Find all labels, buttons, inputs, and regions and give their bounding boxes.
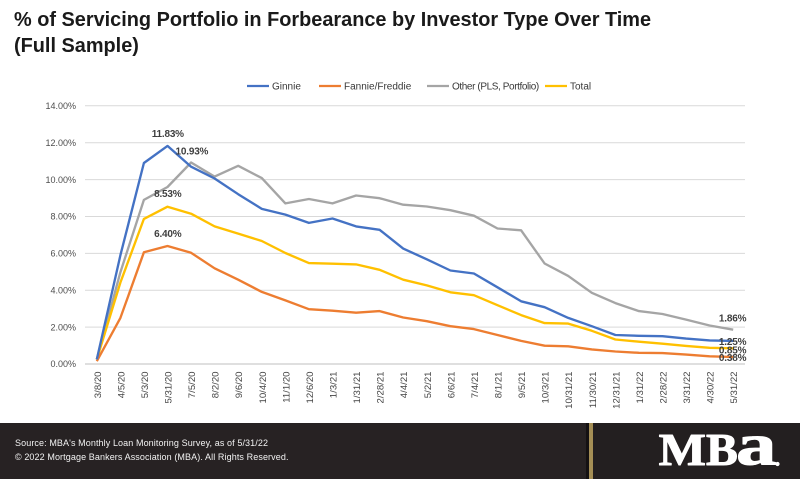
svg-text:Other (PLS, Portfolio): Other (PLS, Portfolio) <box>452 82 539 93</box>
svg-text:1/31/21: 1/31/21 <box>352 372 363 404</box>
svg-text:8/2/20: 8/2/20 <box>211 372 222 399</box>
svg-text:0.00%: 0.00% <box>50 359 76 369</box>
svg-text:1/31/22: 1/31/22 <box>635 372 646 404</box>
svg-text:10/3/21: 10/3/21 <box>541 372 552 404</box>
svg-text:Ginnie: Ginnie <box>272 82 301 93</box>
svg-text:1.25%: 1.25% <box>719 337 747 348</box>
svg-text:Total: Total <box>570 82 591 93</box>
svg-text:10/31/21: 10/31/21 <box>564 372 575 409</box>
svg-text:12/31/21: 12/31/21 <box>611 372 622 409</box>
svg-text:14.00%: 14.00% <box>45 101 76 111</box>
svg-text:5/3/20: 5/3/20 <box>140 372 151 399</box>
svg-text:2.00%: 2.00% <box>50 322 76 332</box>
svg-text:6.40%: 6.40% <box>154 229 182 240</box>
svg-text:11/30/21: 11/30/21 <box>588 372 599 409</box>
svg-text:4/30/22: 4/30/22 <box>706 372 717 404</box>
svg-text:8.53%: 8.53% <box>154 189 182 200</box>
svg-text:5/31/22: 5/31/22 <box>729 372 740 404</box>
svg-text:10/4/20: 10/4/20 <box>258 372 269 404</box>
svg-text:6/6/21: 6/6/21 <box>446 372 457 399</box>
svg-text:7/5/20: 7/5/20 <box>187 372 198 399</box>
svg-text:10.93%: 10.93% <box>176 146 209 157</box>
svg-text:12.00%: 12.00% <box>45 138 76 148</box>
svg-text:10.00%: 10.00% <box>45 175 76 185</box>
svg-text:8/1/21: 8/1/21 <box>494 372 505 399</box>
svg-text:12/6/20: 12/6/20 <box>305 372 316 404</box>
svg-text:11/1/20: 11/1/20 <box>281 372 292 403</box>
svg-text:5/2/21: 5/2/21 <box>423 372 434 399</box>
svg-text:7/4/21: 7/4/21 <box>470 372 481 399</box>
svg-text:2/28/21: 2/28/21 <box>376 372 387 404</box>
svg-text:2/28/22: 2/28/22 <box>659 372 670 404</box>
svg-text:0.38%: 0.38% <box>719 353 747 364</box>
svg-text:Fannie/Freddie: Fannie/Freddie <box>344 82 412 93</box>
svg-text:9/6/20: 9/6/20 <box>234 372 245 399</box>
svg-text:1.86%: 1.86% <box>719 313 747 324</box>
svg-text:4/4/21: 4/4/21 <box>399 372 410 399</box>
svg-text:1/3/21: 1/3/21 <box>329 372 340 399</box>
svg-text:3/31/22: 3/31/22 <box>682 372 693 404</box>
svg-text:6.00%: 6.00% <box>50 249 76 259</box>
svg-text:0.85%: 0.85% <box>719 345 747 356</box>
svg-text:3/8/20: 3/8/20 <box>93 372 104 399</box>
svg-text:11.83%: 11.83% <box>152 129 184 140</box>
svg-text:4.00%: 4.00% <box>50 285 76 295</box>
svg-text:8.00%: 8.00% <box>50 212 76 222</box>
svg-text:5/31/20: 5/31/20 <box>164 372 175 404</box>
svg-text:4/5/20: 4/5/20 <box>116 372 127 399</box>
svg-text:9/5/21: 9/5/21 <box>517 372 528 399</box>
